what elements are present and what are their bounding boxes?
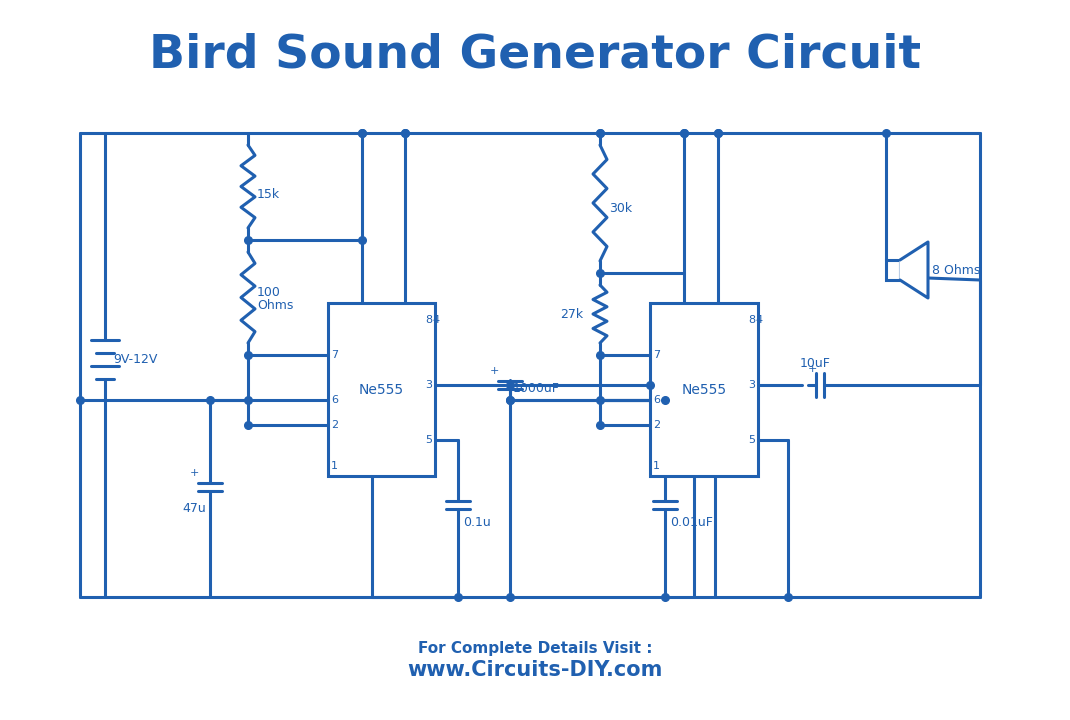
Text: 8: 8 <box>425 315 432 325</box>
Text: +: + <box>489 366 499 376</box>
Text: www.Circuits-DIY.com: www.Circuits-DIY.com <box>408 660 662 680</box>
Text: 27k: 27k <box>560 307 583 320</box>
Text: 9V-12V: 9V-12V <box>113 353 157 366</box>
FancyBboxPatch shape <box>649 303 758 476</box>
Text: 1: 1 <box>331 461 338 471</box>
Text: 3: 3 <box>748 380 755 390</box>
Text: 8: 8 <box>748 315 755 325</box>
Text: 100: 100 <box>257 286 280 299</box>
Text: Ohms: Ohms <box>257 299 293 312</box>
Text: 30k: 30k <box>609 202 632 215</box>
Text: 4: 4 <box>432 315 439 325</box>
Text: Ne555: Ne555 <box>358 382 404 397</box>
Text: 6: 6 <box>653 395 660 405</box>
Text: 4: 4 <box>755 315 762 325</box>
Text: 3: 3 <box>425 380 432 390</box>
Text: For Complete Details Visit :: For Complete Details Visit : <box>417 641 653 655</box>
Text: 7: 7 <box>331 350 338 360</box>
Text: 6: 6 <box>331 395 338 405</box>
Text: 0.1u: 0.1u <box>463 516 491 529</box>
Text: 0.01uF: 0.01uF <box>670 516 713 529</box>
FancyBboxPatch shape <box>328 303 435 476</box>
Text: 10uF: 10uF <box>799 356 830 369</box>
Text: 2: 2 <box>331 420 338 430</box>
Text: 1000uF: 1000uF <box>513 382 560 395</box>
Text: +: + <box>189 468 199 478</box>
Text: 5: 5 <box>425 435 432 445</box>
Text: 8 Ohms: 8 Ohms <box>932 264 980 276</box>
Text: 7: 7 <box>653 350 660 360</box>
Text: Bird Sound Generator Circuit: Bird Sound Generator Circuit <box>149 32 921 78</box>
Text: Ne555: Ne555 <box>682 382 727 397</box>
Text: 15k: 15k <box>257 188 280 201</box>
Bar <box>886 260 900 280</box>
Polygon shape <box>900 242 928 298</box>
Text: +: + <box>807 364 816 374</box>
Text: 47u: 47u <box>182 503 205 516</box>
Text: 5: 5 <box>748 435 755 445</box>
Text: 2: 2 <box>653 420 660 430</box>
Text: 1: 1 <box>653 461 660 471</box>
